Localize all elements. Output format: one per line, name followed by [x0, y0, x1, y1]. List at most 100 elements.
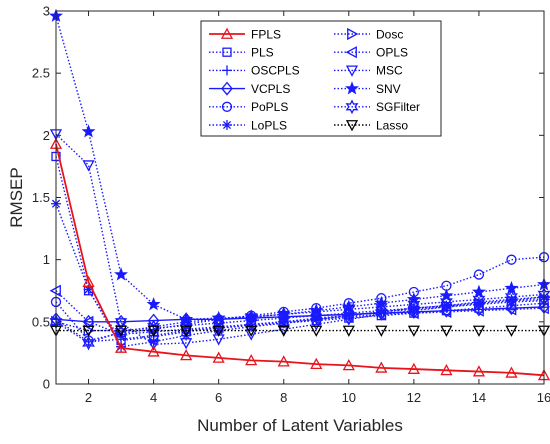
legend-marker-oscpls — [222, 65, 232, 76]
legend-item-fpls: FPLS — [209, 27, 281, 41]
point-lasso-14 — [472, 325, 486, 337]
point-snv-4 — [146, 297, 161, 311]
legend-label-dosc: Dosc — [376, 27, 403, 41]
point-lasso-13 — [440, 325, 453, 337]
legend-item-oscpls: OSCPLS — [209, 64, 300, 78]
point-fpls-9 — [310, 357, 323, 370]
legend-marker-msc — [345, 65, 359, 77]
point-lasso-12 — [407, 325, 420, 337]
point-fpls-3 — [114, 341, 128, 353]
axes-layer: 2 4 6 8 10 12 14 16 0 0.5 1 1.5 2 2.5 3 — [32, 4, 550, 406]
legend-label-pls: PLS — [251, 46, 274, 60]
legend-label-vcpls: VCPLS — [251, 82, 290, 96]
legend-marker-opls — [345, 46, 357, 59]
legend-marker-lopls — [222, 120, 232, 130]
legend-item-sgfilter: SGFilter — [334, 99, 420, 115]
point-lasso-8 — [277, 325, 290, 337]
x-tick-label: 8 — [280, 390, 287, 405]
point-lopls-2 — [83, 284, 94, 295]
legend-marker-dosc — [347, 27, 359, 41]
series-line-opls — [55, 290, 545, 335]
legend-item-pls: PLS — [209, 46, 274, 60]
x-axis-title: Number of Latent Variables — [197, 416, 403, 435]
legend-item-opls: OPLS — [334, 46, 408, 60]
point-lasso-4 — [147, 325, 160, 337]
point-fpls-4 — [147, 345, 160, 357]
point-sgfilter-15 — [505, 289, 518, 305]
y-tick-label: 0 — [43, 377, 50, 392]
point-sgfilter-5 — [179, 314, 193, 330]
point-lasso-6 — [212, 325, 225, 337]
point-sgfilter-11 — [374, 299, 388, 315]
series-fpls — [49, 137, 550, 381]
point-snv-3 — [114, 267, 129, 281]
legend-item-lopls: LoPLS — [209, 118, 287, 132]
legend-label-lopls: LoPLS — [251, 118, 287, 132]
point-msc-4 — [147, 339, 160, 351]
point-sgfilter-6 — [212, 311, 226, 327]
point-fpls-14 — [472, 365, 486, 377]
point-lasso-10 — [342, 325, 355, 337]
y-tick-label: 2.5 — [32, 66, 50, 81]
legend-item-popls: PoPLS — [209, 100, 288, 114]
point-msc-14 — [472, 299, 486, 311]
legend-item-snv: SNV — [334, 81, 401, 96]
y-tick-label: 2 — [43, 128, 50, 143]
point-lasso-3 — [114, 325, 128, 337]
point-msc-13 — [440, 302, 453, 314]
x-tick-label: 4 — [150, 390, 157, 405]
x-tick-label: 12 — [407, 390, 421, 405]
series-line-msc — [55, 133, 545, 345]
point-lasso-15 — [505, 325, 518, 337]
point-sgfilter-7 — [244, 309, 258, 325]
point-msc-9 — [310, 319, 323, 331]
point-sgfilter-14 — [472, 291, 486, 307]
series-line-pls — [55, 156, 545, 342]
point-sgfilter-8 — [277, 306, 291, 322]
point-snv-2 — [81, 124, 96, 138]
point-msc-2 — [82, 160, 95, 172]
legend-label-oscpls: OSCPLS — [251, 64, 300, 78]
y-tick-label: 1.5 — [32, 190, 50, 205]
legend-box — [200, 20, 442, 137]
x-tick-label: 2 — [85, 390, 92, 405]
series-sgfilter — [49, 287, 550, 351]
point-fpls-13 — [440, 363, 453, 376]
point-lopls-8 — [278, 318, 289, 329]
point-fpls-6 — [212, 351, 225, 363]
point-fpls-5 — [180, 349, 193, 361]
x-tick-label: 14 — [472, 390, 486, 405]
legend-item-lasso: Lasso — [334, 118, 408, 132]
point-snv-5 — [179, 312, 194, 326]
legend-marker-sgfilter — [345, 99, 359, 115]
point-snv-11 — [374, 295, 389, 310]
point-msc-5 — [180, 338, 193, 350]
legend: FPLS PLS OSCPLS VCPLS PoPLS LoPLS Dosc OPLS MSC S… — [200, 20, 442, 137]
point-lopls-6 — [213, 325, 224, 336]
legend-label-msc: MSC — [376, 64, 403, 78]
point-msc-11 — [375, 309, 388, 321]
point-fpls-7 — [245, 354, 258, 366]
legend-marker-fpls — [220, 27, 234, 39]
point-sgfilter-12 — [407, 296, 421, 312]
point-sgfilter-4 — [147, 319, 161, 335]
point-lasso-2 — [82, 325, 95, 337]
legend-item-vcpls: VCPLS — [209, 81, 290, 96]
legend-marker-vcpls — [221, 81, 233, 96]
point-msc-12 — [407, 305, 420, 318]
point-lopls-12 — [408, 303, 419, 314]
point-msc-15 — [505, 297, 518, 309]
point-lopls-14 — [473, 296, 484, 307]
point-sgfilter-9 — [309, 304, 323, 320]
point-sgfilter-10 — [342, 301, 356, 317]
legend-item-dosc: Dosc — [334, 27, 403, 41]
point-opls-2 — [82, 315, 94, 328]
point-fpls-11 — [375, 361, 388, 373]
point-lasso-11 — [375, 325, 388, 337]
point-msc-3 — [114, 318, 128, 330]
legend-label-fpls: FPLS — [251, 27, 281, 41]
point-sgfilter-13 — [439, 294, 453, 310]
y-axis-title: RMSEP — [7, 167, 26, 227]
legend-marker-pls — [222, 47, 232, 57]
